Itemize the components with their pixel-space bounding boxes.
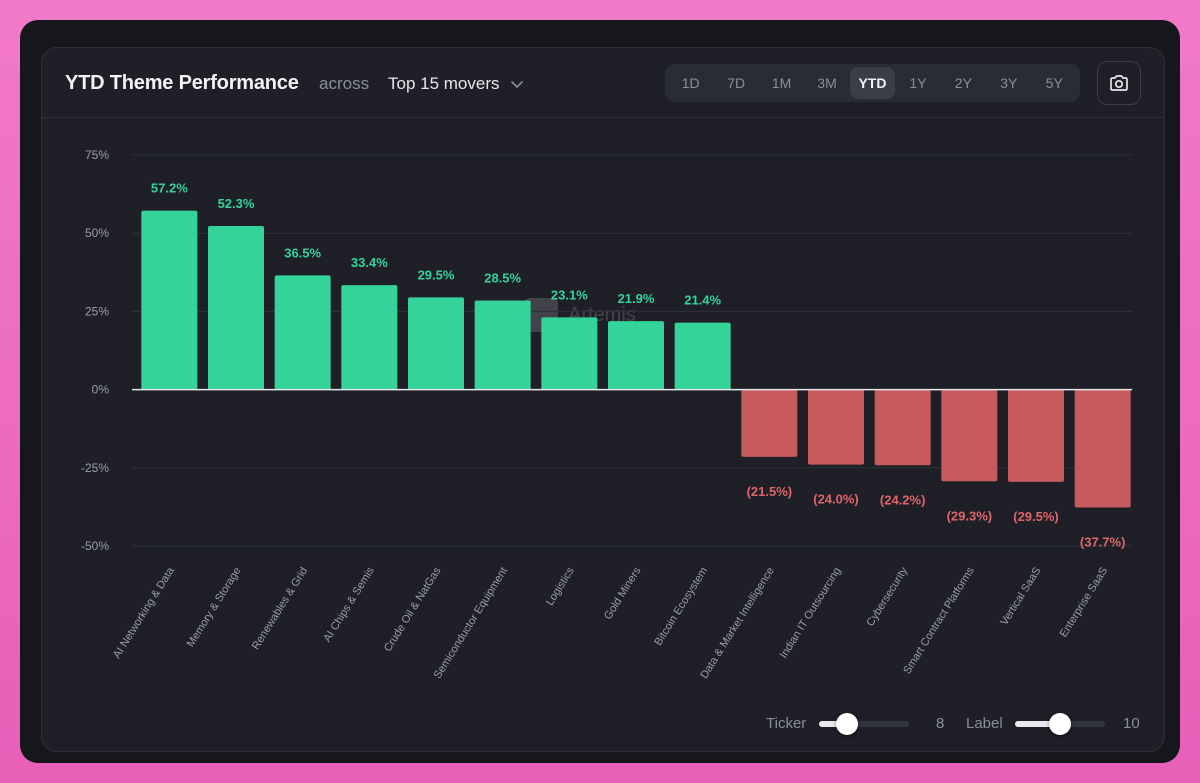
bar	[874, 389, 931, 466]
bar	[941, 389, 998, 482]
bar	[1074, 389, 1131, 508]
label-slider-fill	[1015, 721, 1060, 727]
category-label: Renewables & Grid	[250, 565, 310, 652]
y-tick-label: 0%	[92, 383, 110, 397]
category-label: Gold Miners	[602, 565, 644, 622]
across-label: across	[319, 74, 370, 93]
period-tab-5y[interactable]: 5Y	[1045, 75, 1063, 91]
ticker-value: 8	[936, 715, 945, 732]
category-label: AI Networking & Data	[111, 564, 177, 660]
period-selector: 1D 7D 1M 3M YTD 1Y 2Y 3Y 5Y	[665, 64, 1080, 102]
bar	[741, 389, 798, 457]
movers-dropdown[interactable]: Top 15 movers	[388, 71, 524, 97]
chart-card: YTD Theme Performance across Top 15 move…	[41, 47, 1165, 752]
bar	[141, 210, 198, 390]
y-tick-label: 50%	[85, 226, 109, 240]
camera-icon	[1110, 75, 1128, 91]
category-label: Cybersecurity	[864, 565, 910, 629]
ticker-label: Ticker	[766, 715, 807, 732]
category-label: AI Chips & Semis	[321, 565, 377, 644]
bar	[541, 317, 598, 390]
bar	[808, 389, 864, 465]
bar	[408, 297, 464, 390]
data-label: 21.4%	[684, 293, 721, 308]
bar	[474, 300, 531, 390]
bar-chart: 75% 50% 25% 0% -25% -50% 57.2% AI Networking & …	[81, 148, 1132, 681]
bar	[674, 322, 731, 390]
data-label: (21.5%)	[747, 484, 793, 499]
data-label: (29.3%)	[947, 508, 993, 523]
data-label: 36.5%	[284, 245, 321, 260]
y-tick-label: -50%	[81, 539, 109, 553]
card-header: YTD Theme Performance across Top 15 move…	[42, 48, 1164, 118]
data-label: (24.0%)	[813, 492, 859, 507]
bar	[341, 285, 398, 390]
data-label: (29.5%)	[1013, 509, 1059, 524]
page-title: YTD Theme Performance	[65, 72, 299, 94]
category-label: Enterprise SaaS	[1058, 565, 1111, 639]
period-tab-2y[interactable]: 2Y	[954, 75, 972, 91]
movers-dropdown-value: Top 15 movers	[388, 74, 500, 93]
y-tick-label: 75%	[85, 148, 109, 162]
ticker-slider[interactable]	[819, 713, 909, 735]
period-tab-3m[interactable]: 3M	[817, 75, 837, 91]
period-tab-1y[interactable]: 1Y	[909, 75, 927, 91]
data-label: 57.2%	[151, 181, 188, 196]
category-label: Vertical SaaS	[998, 565, 1043, 627]
y-tick-label: 25%	[85, 304, 109, 318]
label-slider-knob[interactable]	[1049, 713, 1071, 735]
label-label: Label	[966, 715, 1003, 732]
category-label: Indian IT Outsourcing	[778, 565, 844, 660]
ticker-slider-knob[interactable]	[835, 713, 858, 735]
category-label: Memory & Storage	[185, 565, 244, 649]
bar	[274, 275, 331, 390]
data-label: 33.4%	[351, 255, 388, 270]
screenshot-button[interactable]	[1097, 61, 1141, 105]
data-label: 28.5%	[484, 270, 521, 285]
ticker-slider-fill	[819, 721, 847, 727]
period-tab-3y[interactable]: 3Y	[1000, 75, 1018, 91]
data-label: 52.3%	[218, 196, 255, 211]
category-label: Bitcoin Ecosystem	[652, 565, 710, 648]
data-label: 29.5%	[418, 267, 455, 282]
y-tick-label: -25%	[81, 461, 109, 475]
category-label: Smart Contract Platforms	[901, 565, 977, 676]
category-label: Crude Oil & NatGas	[382, 565, 444, 654]
label-slider[interactable]	[1015, 713, 1105, 735]
period-tab-7d[interactable]: 7D	[727, 75, 746, 91]
bar	[1008, 389, 1064, 482]
period-tab-ytd[interactable]: YTD	[849, 67, 896, 99]
period-tab-1m[interactable]: 1M	[771, 75, 792, 91]
data-label: 23.1%	[551, 287, 588, 302]
category-label: Semiconductor Equipment	[432, 565, 511, 681]
data-label: 21.9%	[618, 291, 655, 306]
bar	[608, 321, 664, 390]
chevron-down-icon	[510, 81, 523, 88]
bar	[208, 226, 264, 390]
period-tab-1d[interactable]: 1D	[681, 75, 700, 91]
category-label: Data & Market Intelligence	[698, 565, 777, 681]
label-value: 10	[1123, 715, 1140, 732]
data-label: (37.7%)	[1080, 535, 1126, 550]
category-label: Logistics	[544, 565, 577, 608]
data-label: (24.2%)	[880, 492, 926, 507]
